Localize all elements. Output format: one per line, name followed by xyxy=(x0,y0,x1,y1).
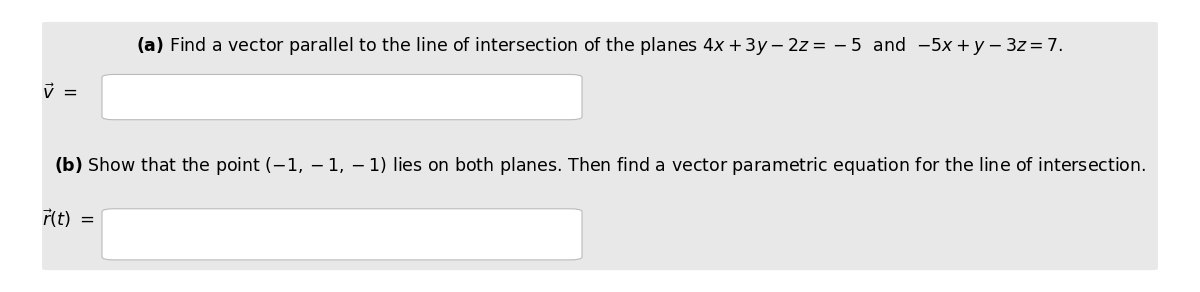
FancyBboxPatch shape xyxy=(102,74,582,120)
Text: $\mathbf{(a)}$ Find a vector parallel to the line of intersection of the planes : $\mathbf{(a)}$ Find a vector parallel to… xyxy=(137,35,1063,57)
FancyBboxPatch shape xyxy=(42,22,1158,270)
FancyBboxPatch shape xyxy=(102,209,582,260)
Text: $\mathbf{(b)}$ Show that the point $(-1, -1, -1)$ lies on both planes. Then find: $\mathbf{(b)}$ Show that the point $(-1,… xyxy=(54,155,1146,177)
Text: $\vec{r}(t)\ =$: $\vec{r}(t)\ =$ xyxy=(42,208,95,230)
Text: $\vec{v}\ =$: $\vec{v}\ =$ xyxy=(42,84,77,103)
